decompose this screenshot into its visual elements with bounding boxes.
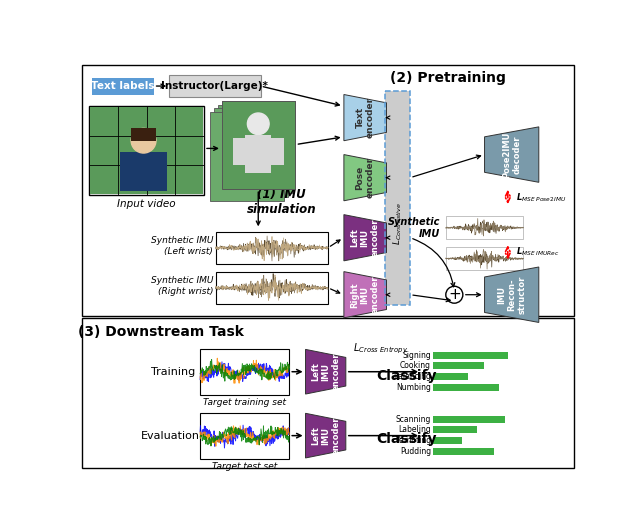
FancyBboxPatch shape (385, 91, 410, 305)
FancyBboxPatch shape (245, 134, 271, 173)
Text: Synthetic IMU
(Right wrist): Synthetic IMU (Right wrist) (151, 276, 213, 296)
Text: Right
IMU
encoder: Right IMU encoder (350, 276, 380, 314)
FancyBboxPatch shape (81, 318, 575, 468)
FancyBboxPatch shape (433, 352, 508, 358)
Text: Classify: Classify (376, 432, 436, 447)
Text: Left
IMU
encoder: Left IMU encoder (350, 218, 380, 257)
FancyBboxPatch shape (120, 152, 167, 191)
FancyBboxPatch shape (218, 105, 292, 193)
Text: Evaluation: Evaluation (141, 431, 200, 441)
FancyBboxPatch shape (433, 384, 499, 391)
Text: Cooking: Cooking (400, 362, 431, 371)
Text: Synthetic IMU
(Left wrist): Synthetic IMU (Left wrist) (151, 236, 213, 255)
FancyBboxPatch shape (233, 139, 245, 165)
Text: $\mathit{L}_{Contrastive}$: $\mathit{L}_{Contrastive}$ (392, 202, 404, 245)
Text: Pose2IMU
decoder: Pose2IMU decoder (502, 131, 522, 178)
Text: Input video: Input video (117, 199, 176, 209)
Circle shape (248, 113, 269, 134)
Text: Balancing: Balancing (393, 372, 431, 381)
FancyBboxPatch shape (446, 247, 524, 270)
FancyBboxPatch shape (210, 112, 284, 201)
Text: Pose
encoder: Pose encoder (355, 157, 375, 198)
FancyBboxPatch shape (92, 78, 154, 95)
Text: Left
IMU
encoder: Left IMU encoder (311, 416, 340, 455)
FancyBboxPatch shape (433, 437, 463, 444)
Text: Synthetic
IMU: Synthetic IMU (388, 217, 440, 238)
FancyBboxPatch shape (216, 272, 328, 304)
Polygon shape (344, 155, 387, 201)
Text: Classify: Classify (376, 369, 436, 382)
Text: Text labels: Text labels (91, 81, 154, 91)
FancyBboxPatch shape (90, 107, 204, 194)
Polygon shape (305, 413, 346, 458)
Text: Instructor(Large)*: Instructor(Large)* (161, 81, 268, 91)
Polygon shape (344, 215, 387, 261)
Text: +: + (448, 287, 461, 302)
Circle shape (131, 129, 156, 153)
Text: IMU
Recon-
structor: IMU Recon- structor (497, 276, 527, 314)
FancyBboxPatch shape (433, 416, 505, 423)
Text: $\boldsymbol{L}_{MSE\ Pose2IMU}$: $\boldsymbol{L}_{MSE\ Pose2IMU}$ (516, 192, 566, 204)
Text: $\boldsymbol{L}_{MSE\ IMURec}$: $\boldsymbol{L}_{MSE\ IMURec}$ (516, 245, 559, 258)
FancyBboxPatch shape (200, 413, 289, 459)
Text: Pamoting: Pamoting (395, 436, 431, 445)
FancyBboxPatch shape (214, 108, 288, 197)
Polygon shape (344, 272, 387, 318)
Polygon shape (484, 127, 539, 182)
FancyBboxPatch shape (271, 139, 284, 165)
Polygon shape (344, 95, 387, 141)
FancyBboxPatch shape (446, 216, 524, 239)
Polygon shape (484, 267, 539, 322)
Text: Training: Training (151, 367, 195, 376)
Text: (2) Pretraining: (2) Pretraining (390, 71, 506, 84)
Polygon shape (305, 349, 346, 394)
FancyBboxPatch shape (222, 101, 296, 189)
FancyBboxPatch shape (222, 101, 296, 189)
Text: Labeling: Labeling (398, 425, 431, 434)
Text: Signing: Signing (403, 350, 431, 359)
FancyBboxPatch shape (433, 363, 484, 370)
Text: (1) IMU
simulation: (1) IMU simulation (246, 189, 316, 216)
Text: Text
encoder: Text encoder (355, 97, 375, 138)
Text: Numbing: Numbing (396, 383, 431, 392)
FancyBboxPatch shape (216, 232, 328, 264)
Text: Target training set: Target training set (203, 398, 286, 407)
FancyBboxPatch shape (81, 65, 575, 316)
FancyBboxPatch shape (433, 448, 494, 455)
FancyBboxPatch shape (90, 106, 204, 195)
Text: Target test set: Target test set (212, 462, 277, 471)
Text: Scanning: Scanning (396, 415, 431, 424)
FancyBboxPatch shape (131, 129, 156, 141)
FancyBboxPatch shape (200, 349, 289, 395)
Text: Left
IMU
encoder: Left IMU encoder (311, 353, 340, 391)
FancyBboxPatch shape (169, 75, 260, 97)
Text: (3) Downstream Task: (3) Downstream Task (79, 324, 244, 339)
FancyBboxPatch shape (433, 373, 468, 380)
Text: Pudding: Pudding (400, 447, 431, 456)
Text: $\mathit{L}_{Cross\ Entropy}$: $\mathit{L}_{Cross\ Entropy}$ (353, 341, 408, 356)
FancyBboxPatch shape (433, 426, 477, 433)
Circle shape (446, 286, 463, 303)
